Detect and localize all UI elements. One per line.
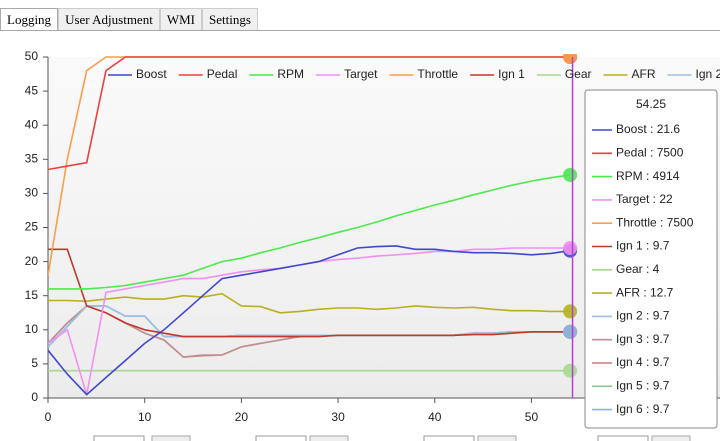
button[interactable]	[309, 435, 349, 441]
y-tick-label: 15	[25, 288, 39, 302]
tab[interactable]: Logging	[0, 8, 59, 31]
legend-label: Ign 2	[696, 67, 720, 81]
tooltip-item: Gear : 4	[616, 262, 660, 276]
x-tick-label: 0	[45, 410, 52, 424]
tooltip-item: Ign 2 : 9.7	[616, 309, 670, 323]
legend-label: Throttle	[417, 67, 458, 81]
y-tick-label: 45	[25, 83, 39, 97]
input-box[interactable]	[93, 435, 145, 441]
x-tick-label: 30	[331, 410, 345, 424]
series-line	[48, 292, 571, 314]
y-tick-label: 20	[25, 254, 39, 268]
tooltip-item: AFR : 12.7	[616, 285, 674, 299]
cursor-dot	[563, 363, 578, 378]
series-line	[48, 245, 571, 396]
tooltip-item: Ign 5 : 9.7	[616, 378, 670, 392]
tooltip-item: Ign 1 : 9.7	[616, 239, 670, 253]
y-tick-label: 30	[25, 186, 39, 200]
x-tick-label: 50	[525, 410, 539, 424]
legend-label: Target	[344, 67, 378, 81]
x-tick-label: 40	[428, 410, 442, 424]
y-tick-label: 0	[31, 390, 38, 404]
cursor-dot	[563, 54, 578, 64]
legend-label: Gear	[565, 67, 592, 81]
y-tick-label: 40	[25, 117, 39, 131]
cursor-dot	[563, 324, 578, 339]
tab[interactable]: WMI	[159, 8, 202, 31]
y-tick-label: 10	[25, 322, 39, 336]
tooltip-item: Ign 3 : 9.7	[616, 332, 670, 346]
tooltip-item: Pedal : 7500	[616, 145, 684, 159]
legend-label: AFR	[632, 67, 656, 81]
tooltip-box	[584, 89, 718, 429]
tooltip-item: Boost : 21.6	[616, 122, 680, 136]
series-line	[48, 174, 571, 290]
input-box[interactable]	[597, 435, 649, 441]
legend-label: Ign 1	[498, 67, 525, 81]
tooltip-title: 54.25	[636, 97, 666, 111]
cursor-dot	[563, 167, 578, 182]
series-line	[48, 305, 571, 348]
input-box[interactable]	[423, 435, 475, 441]
tooltip-item: RPM : 4914	[616, 169, 680, 183]
y-tick-label: 35	[25, 151, 39, 165]
x-tick-label: 20	[235, 410, 249, 424]
button[interactable]	[477, 435, 517, 441]
input-box[interactable]	[255, 435, 307, 441]
tooltip-item: Throttle : 7500	[616, 215, 694, 229]
y-tick-label: 5	[31, 356, 38, 370]
cursor-dot	[563, 304, 578, 319]
legend-label: RPM	[277, 67, 304, 81]
y-tick-label: 50	[25, 49, 39, 63]
x-tick-label: 10	[138, 410, 152, 424]
y-tick-label: 25	[25, 220, 39, 234]
series-line	[48, 248, 571, 338]
tooltip-item: Ign 6 : 9.7	[616, 402, 670, 416]
tab[interactable]: User Adjustment	[58, 8, 160, 31]
cursor-dot	[563, 240, 578, 255]
tab[interactable]: Settings	[201, 8, 258, 31]
tooltip-item: Target : 22	[616, 192, 673, 206]
button[interactable]	[651, 435, 691, 441]
tab-bar: Logging User Adjustment WMI Settings	[0, 8, 258, 31]
legend-label: Pedal	[207, 67, 238, 81]
tab-rule	[0, 30, 720, 31]
legend-label: Boost	[136, 67, 167, 81]
button[interactable]	[151, 435, 191, 441]
tooltip-item: Ign 4 : 9.7	[616, 355, 670, 369]
series-line	[48, 56, 571, 171]
